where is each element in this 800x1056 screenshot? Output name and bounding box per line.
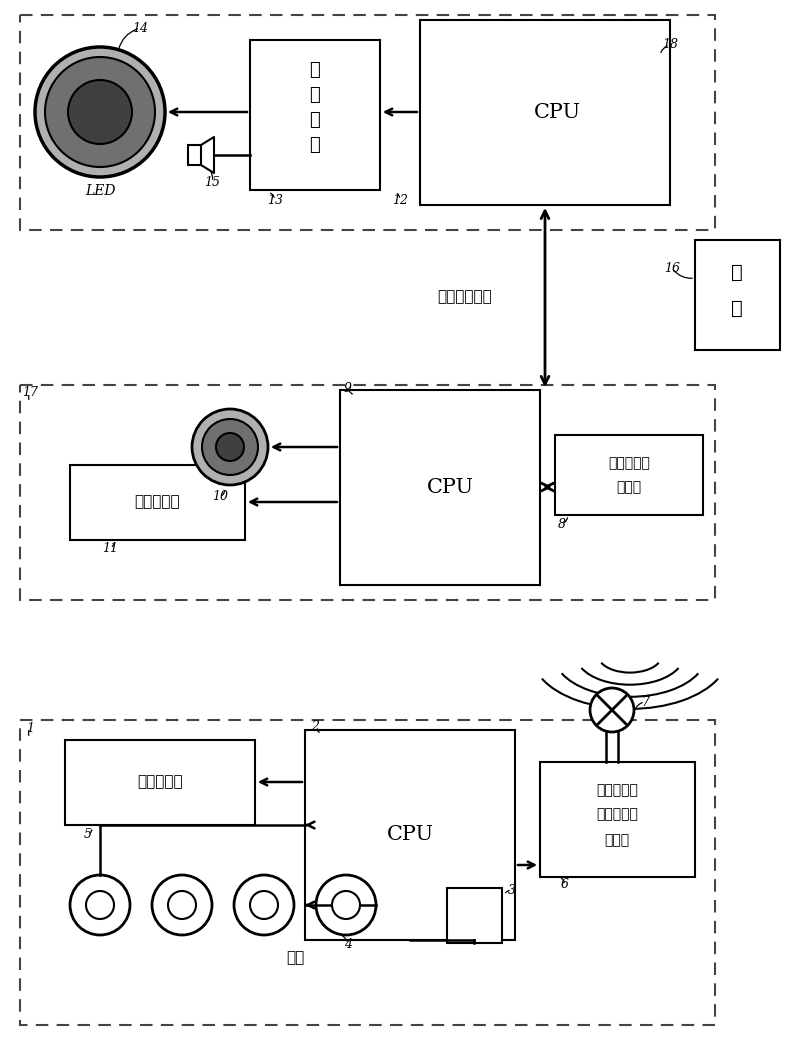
Circle shape bbox=[152, 875, 212, 935]
Circle shape bbox=[332, 891, 360, 919]
Text: 红外接收解: 红外接收解 bbox=[608, 456, 650, 470]
Text: 6: 6 bbox=[561, 879, 569, 891]
Bar bbox=[70, 465, 245, 540]
Text: 动: 动 bbox=[310, 86, 320, 103]
Circle shape bbox=[68, 80, 132, 144]
Bar bbox=[305, 730, 515, 940]
Bar bbox=[20, 15, 715, 230]
Text: 液晶显示器: 液晶显示器 bbox=[137, 774, 183, 790]
Text: 16: 16 bbox=[664, 262, 680, 275]
Text: 17: 17 bbox=[22, 386, 38, 399]
Text: 按键: 按键 bbox=[286, 950, 304, 965]
Bar bbox=[420, 20, 670, 205]
Text: 5: 5 bbox=[84, 829, 92, 842]
Bar bbox=[540, 762, 695, 876]
Bar bbox=[555, 435, 703, 515]
Bar bbox=[250, 40, 380, 190]
Text: 电: 电 bbox=[310, 111, 320, 129]
Bar bbox=[188, 145, 201, 165]
Text: 码电路及发: 码电路及发 bbox=[596, 807, 638, 821]
Bar bbox=[695, 240, 780, 350]
Circle shape bbox=[234, 875, 294, 935]
Circle shape bbox=[86, 891, 114, 919]
Text: LED: LED bbox=[85, 184, 115, 199]
Text: CPU: CPU bbox=[426, 478, 474, 497]
Text: 数码管指示: 数码管指示 bbox=[134, 494, 180, 509]
Text: 8: 8 bbox=[558, 517, 566, 530]
Text: 码电路: 码电路 bbox=[617, 480, 642, 494]
Bar bbox=[340, 390, 540, 585]
Text: 13: 13 bbox=[267, 193, 283, 207]
Circle shape bbox=[590, 689, 634, 732]
Text: 9: 9 bbox=[344, 381, 352, 395]
Circle shape bbox=[35, 48, 165, 177]
Text: CPU: CPU bbox=[386, 826, 434, 845]
Text: 路: 路 bbox=[310, 136, 320, 154]
Text: 12: 12 bbox=[392, 193, 408, 207]
Text: 1: 1 bbox=[26, 721, 34, 735]
Bar bbox=[447, 888, 502, 943]
Text: 射器件: 射器件 bbox=[605, 833, 630, 847]
Text: 15: 15 bbox=[204, 175, 220, 189]
Text: 2: 2 bbox=[311, 720, 319, 734]
Circle shape bbox=[168, 891, 196, 919]
Text: 驱: 驱 bbox=[310, 61, 320, 79]
Text: 10: 10 bbox=[212, 490, 228, 504]
Bar bbox=[65, 740, 255, 825]
Text: 18: 18 bbox=[662, 38, 678, 52]
Circle shape bbox=[70, 875, 130, 935]
Circle shape bbox=[45, 57, 155, 167]
Circle shape bbox=[316, 875, 376, 935]
Bar bbox=[20, 385, 715, 600]
Text: 14: 14 bbox=[132, 21, 148, 35]
Text: 7: 7 bbox=[641, 696, 649, 709]
Text: 4: 4 bbox=[344, 938, 352, 950]
Text: 红外遥控编: 红外遥控编 bbox=[596, 782, 638, 797]
Text: 源: 源 bbox=[731, 299, 743, 318]
Text: 3: 3 bbox=[508, 884, 516, 897]
Text: CPU: CPU bbox=[534, 103, 581, 122]
Text: 电: 电 bbox=[731, 263, 743, 282]
Bar bbox=[20, 720, 715, 1025]
Text: 数据通讯总线: 数据通讯总线 bbox=[438, 289, 492, 304]
Circle shape bbox=[216, 433, 244, 461]
Circle shape bbox=[202, 419, 258, 475]
Text: 11: 11 bbox=[102, 542, 118, 554]
Circle shape bbox=[250, 891, 278, 919]
Circle shape bbox=[192, 409, 268, 485]
